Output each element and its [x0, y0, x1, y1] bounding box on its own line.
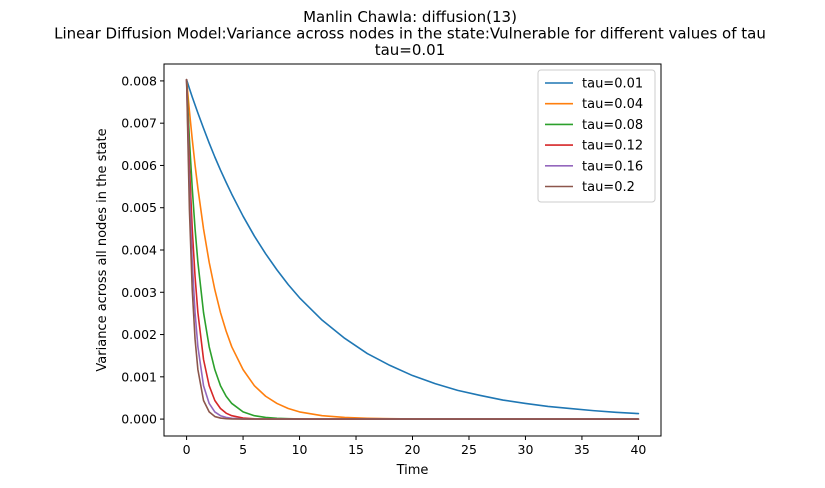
chart-title-line-1: Manlin Chawla: diffusion(13) — [303, 8, 517, 26]
chart-title-line-3: tau=0.01 — [375, 41, 446, 59]
legend-label-3: tau=0.08 — [582, 118, 643, 133]
series-line-1 — [185, 78, 640, 415]
x-tick-label: 5 — [239, 442, 247, 457]
x-axis: 0 5 10 15 20 25 30 35 40 — [183, 436, 646, 457]
y-tick-label: 0.000 — [121, 412, 157, 427]
legend-label-6: tau=0.2 — [582, 180, 635, 195]
y-tick-label: 0.008 — [121, 73, 157, 88]
legend-label-1: tau=0.01 — [582, 77, 643, 92]
x-tick-label: 15 — [348, 442, 364, 457]
y-tick-label: 0.003 — [121, 285, 157, 300]
x-tick-label: 35 — [574, 442, 590, 457]
y-axis-label: Variance across all nodes in the state — [95, 128, 110, 371]
legend-label-5: tau=0.16 — [582, 159, 643, 174]
x-tick-label: 30 — [518, 442, 534, 457]
y-tick-label: 0.006 — [121, 158, 157, 173]
y-axis: 0.000 0.001 0.002 0.003 0.004 0.005 0.006 0.007… — [121, 73, 164, 427]
x-tick-label: 25 — [461, 442, 477, 457]
legend-label-4: tau=0.12 — [582, 139, 643, 154]
y-tick-label: 0.001 — [121, 369, 157, 384]
chart-title-line-2: Linear Diffusion Model:Variance across n… — [54, 25, 766, 43]
y-tick-label: 0.005 — [121, 200, 157, 215]
x-tick-label: 10 — [292, 442, 308, 457]
y-tick-label: 0.002 — [121, 327, 157, 342]
plot-lines — [185, 78, 640, 420]
series-line-6 — [185, 78, 640, 420]
x-tick-label: 0 — [183, 442, 191, 457]
y-tick-label: 0.007 — [121, 116, 157, 131]
x-tick-label: 40 — [630, 442, 646, 457]
legend: tau=0.01 tau=0.04 tau=0.08 tau=0.12 tau=0.16… — [537, 69, 656, 203]
legend-label-2: tau=0.04 — [582, 97, 643, 112]
y-tick-label: 0.004 — [121, 243, 157, 258]
x-axis-label: Time — [396, 463, 429, 478]
x-tick-label: 20 — [405, 442, 421, 457]
